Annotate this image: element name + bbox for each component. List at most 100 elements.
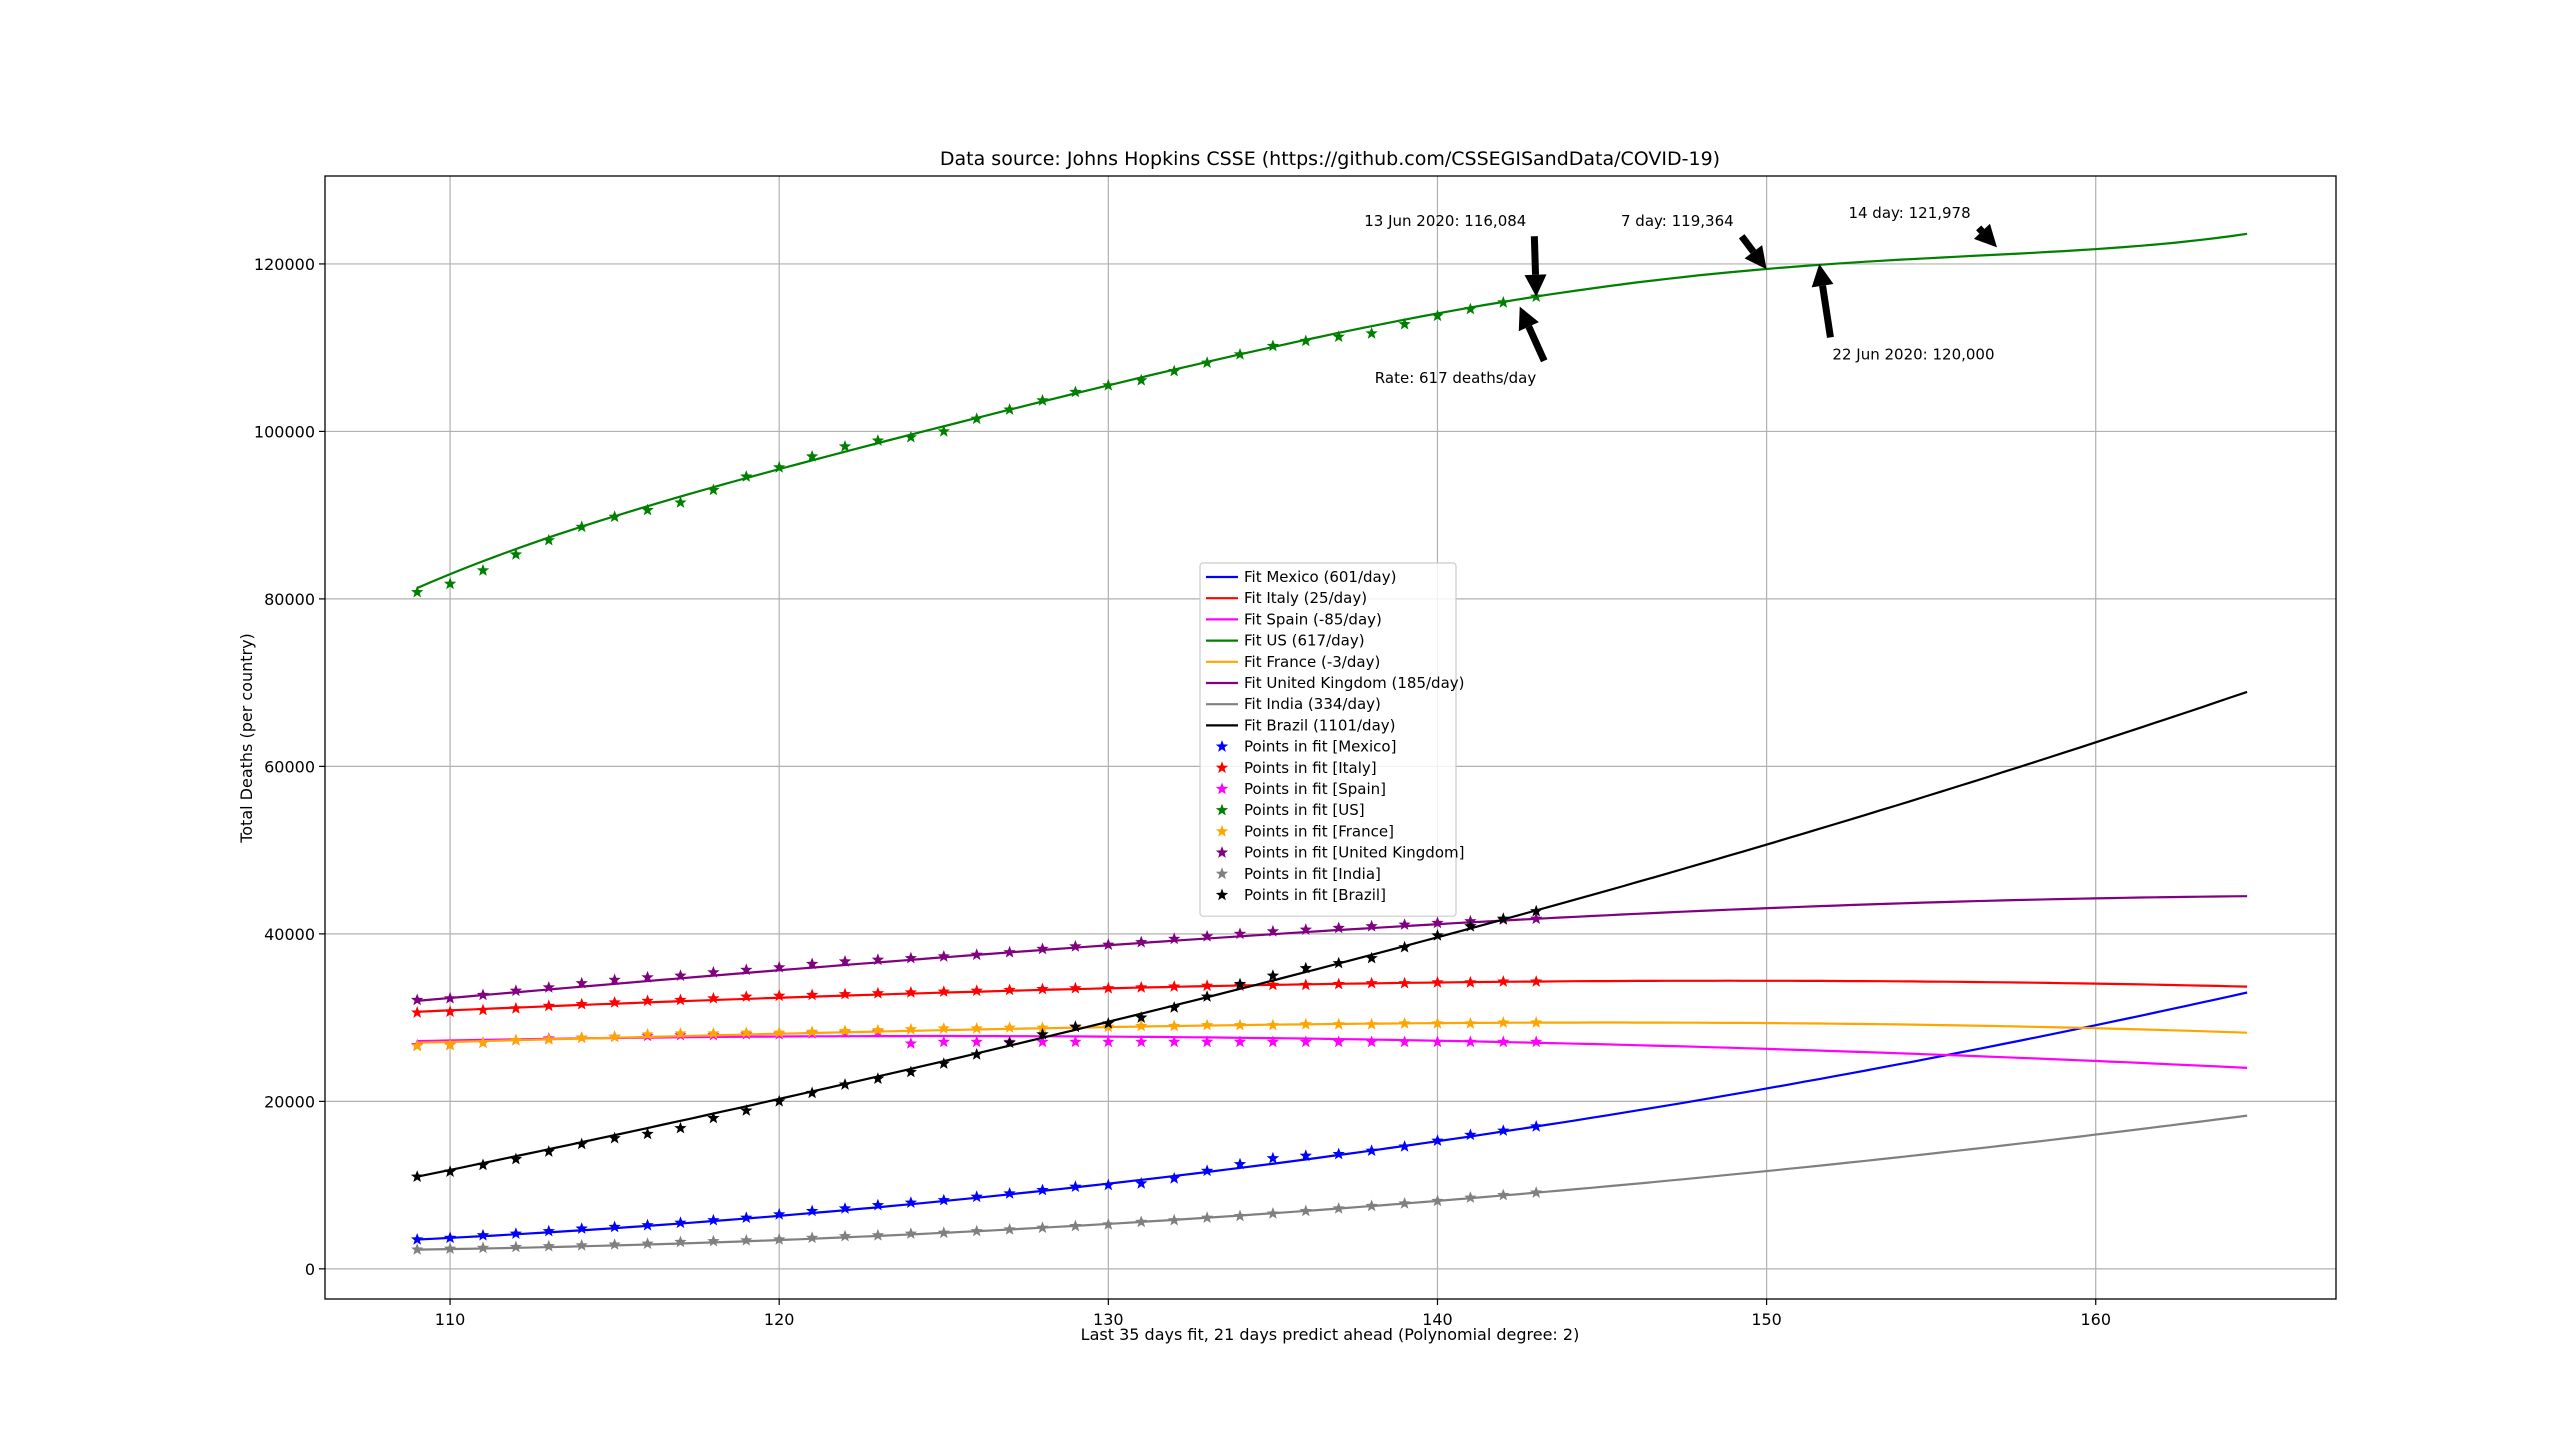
data-point-mexico bbox=[1168, 1171, 1181, 1184]
data-point-india bbox=[1036, 1221, 1049, 1234]
data-point-us bbox=[1299, 334, 1312, 347]
data-point-mexico bbox=[805, 1204, 819, 1217]
data-point-france bbox=[1332, 1017, 1345, 1030]
legend-item-star-france: Points in fit [France] bbox=[1215, 822, 1394, 840]
data-point-italy bbox=[937, 985, 950, 997]
data-point-india bbox=[904, 1227, 917, 1239]
data-point-india bbox=[1464, 1191, 1477, 1203]
legend-star-swatch bbox=[1215, 761, 1229, 774]
data-point-brazil bbox=[443, 1165, 457, 1177]
data-point-italy bbox=[674, 993, 687, 1006]
data-point-italy bbox=[1431, 975, 1444, 988]
annotation-arrowhead bbox=[1973, 223, 1997, 248]
data-point-spain bbox=[1464, 1035, 1477, 1048]
data-point-france bbox=[1365, 1017, 1378, 1030]
data-point-us bbox=[1003, 403, 1016, 415]
data-point-mexico bbox=[1497, 1124, 1510, 1136]
data-point-mexico bbox=[1200, 1164, 1214, 1177]
legend-star-swatch bbox=[1215, 782, 1229, 795]
data-point-mexico bbox=[1003, 1187, 1016, 1199]
data-point-brazil bbox=[1168, 1001, 1181, 1013]
data-point-united-kingdom bbox=[542, 981, 555, 993]
legend-label: Points in fit [Brazil] bbox=[1244, 886, 1386, 904]
data-point-india bbox=[1398, 1197, 1411, 1209]
series-layer bbox=[411, 232, 2248, 1255]
data-point-france bbox=[509, 1033, 523, 1046]
data-point-italy bbox=[476, 1003, 490, 1016]
data-point-spain bbox=[1530, 1035, 1543, 1048]
legend-item-line-mexico: Fit Mexico (601/day) bbox=[1206, 568, 1396, 586]
data-point-brazil bbox=[773, 1094, 786, 1107]
data-point-united-kingdom bbox=[1200, 929, 1214, 942]
data-point-brazil bbox=[740, 1104, 753, 1116]
data-point-mexico bbox=[411, 1233, 424, 1245]
data-point-spain bbox=[937, 1035, 950, 1048]
data-point-italy bbox=[509, 1001, 523, 1014]
data-point-italy bbox=[641, 994, 654, 1007]
data-point-mexico bbox=[773, 1207, 786, 1220]
data-point-mexico bbox=[1135, 1176, 1148, 1189]
data-point-mexico bbox=[871, 1198, 885, 1211]
data-point-us bbox=[1497, 296, 1510, 308]
data-point-us bbox=[773, 460, 786, 473]
data-point-mexico bbox=[838, 1202, 852, 1214]
data-point-mexico bbox=[1036, 1183, 1049, 1196]
data-point-united-kingdom bbox=[1530, 912, 1543, 925]
series-mexico bbox=[411, 991, 2248, 1245]
data-point-united-kingdom bbox=[674, 969, 687, 981]
data-point-france bbox=[871, 1023, 885, 1036]
data-point-united-kingdom bbox=[411, 993, 424, 1006]
annotation-arrowhead bbox=[1744, 245, 1767, 270]
data-point-us bbox=[542, 533, 555, 546]
data-point-united-kingdom bbox=[707, 965, 720, 978]
data-point-france bbox=[838, 1024, 852, 1037]
data-point-us bbox=[1464, 302, 1477, 315]
data-point-italy bbox=[575, 997, 588, 1010]
data-point-us bbox=[1332, 330, 1345, 342]
data-point-italy bbox=[1332, 977, 1345, 990]
data-point-united-kingdom bbox=[1332, 921, 1345, 934]
legend-label: Points in fit [India] bbox=[1244, 865, 1381, 883]
fit-line-brazil bbox=[416, 690, 2248, 1178]
fit-line-united-kingdom bbox=[417, 895, 2248, 1002]
data-point-brazil bbox=[904, 1065, 917, 1078]
data-point-france bbox=[476, 1036, 490, 1048]
data-point-india bbox=[838, 1229, 852, 1242]
legend-label: Fit United Kingdom (185/day) bbox=[1244, 674, 1465, 692]
data-point-brazil bbox=[411, 1170, 424, 1182]
data-point-mexico bbox=[509, 1227, 523, 1239]
x-axis-label: Last 35 days fit, 21 days predict ahead … bbox=[1081, 1325, 1580, 1344]
data-point-italy bbox=[740, 990, 753, 1002]
y-tick-label: 40000 bbox=[264, 925, 315, 944]
data-point-italy bbox=[1200, 979, 1214, 992]
data-point-italy bbox=[707, 991, 720, 1004]
data-point-us bbox=[1135, 373, 1148, 386]
x-tick-label: 130 bbox=[1093, 1310, 1124, 1329]
fit-line-india bbox=[417, 1114, 2248, 1251]
data-point-india bbox=[970, 1224, 983, 1237]
legend-star-swatch bbox=[1215, 888, 1229, 901]
data-point-us bbox=[1431, 309, 1444, 322]
fit-line-france bbox=[417, 1021, 2248, 1044]
annotation-arrow bbox=[1819, 285, 1834, 338]
data-point-us bbox=[1266, 339, 1280, 352]
data-point-france bbox=[641, 1027, 654, 1040]
legend-item-star-mexico: Points in fit [Mexico] bbox=[1215, 738, 1396, 756]
data-point-united-kingdom bbox=[641, 970, 654, 983]
data-point-spain bbox=[1398, 1035, 1411, 1048]
data-point-italy bbox=[1266, 978, 1280, 991]
legend-label: Fit Spain (-85/day) bbox=[1244, 610, 1382, 628]
annotation-text: 13 Jun 2020: 116,084 bbox=[1364, 212, 1526, 230]
data-point-france bbox=[937, 1022, 950, 1034]
data-point-united-kingdom bbox=[1299, 923, 1312, 935]
data-point-france bbox=[970, 1022, 983, 1034]
data-point-france bbox=[1036, 1021, 1049, 1033]
data-point-brazil bbox=[838, 1078, 852, 1090]
data-point-brazil bbox=[1398, 940, 1411, 953]
data-point-us bbox=[1398, 317, 1411, 330]
data-point-italy bbox=[443, 1005, 457, 1017]
data-point-france bbox=[1530, 1016, 1543, 1028]
data-point-united-kingdom bbox=[1266, 924, 1280, 937]
legend-star-swatch bbox=[1215, 740, 1229, 752]
data-point-united-kingdom bbox=[1003, 945, 1016, 958]
